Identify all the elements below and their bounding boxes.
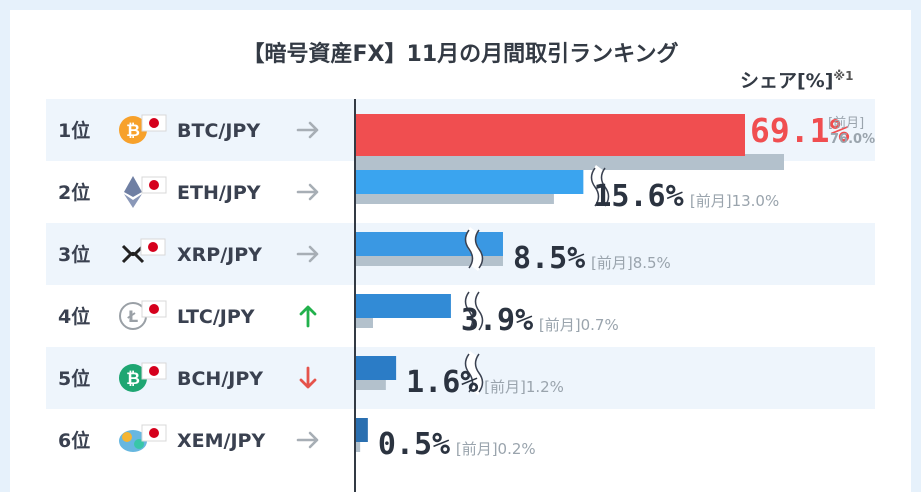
- eth-bottom: [124, 194, 142, 208]
- pair-label: BTC/JPY: [177, 120, 260, 142]
- previous-month-bar: [355, 192, 554, 204]
- flag-sun: [149, 304, 159, 314]
- arrow-shape: [296, 245, 319, 263]
- flag-sun: [148, 242, 158, 252]
- current-bar: [355, 114, 745, 156]
- value-label: 0.5%: [378, 427, 450, 462]
- jpy-flag-icon: [141, 300, 167, 318]
- previous-month-label: [前月]: [828, 115, 864, 131]
- rank-label: 2位: [58, 181, 90, 204]
- arrow-shape: [296, 431, 319, 449]
- current-bar: [355, 170, 584, 194]
- trend-flat-icon: [296, 245, 319, 263]
- pair-label: BCH/JPY: [177, 368, 263, 390]
- previous-month-label: [前月]0.2%: [456, 440, 536, 458]
- previous-month-label: [前月]13.0%: [690, 192, 779, 210]
- jpy-flag-icon: [141, 176, 167, 194]
- xrp-icon: [121, 244, 145, 264]
- axis-break-line: [474, 291, 484, 331]
- coin-circle: [119, 116, 147, 144]
- axis-break-line: [464, 353, 474, 393]
- axis-break-line: [474, 353, 484, 393]
- bitcoin-cash-icon: ₿: [119, 364, 147, 392]
- rank-label: 6位: [58, 429, 90, 452]
- trend-up-icon: [299, 305, 317, 328]
- previous-month-bar: [355, 316, 373, 328]
- arrow-shape: [296, 183, 319, 201]
- arrow-shape: [299, 305, 317, 328]
- jpy-flag-icon: [141, 362, 167, 380]
- current-bar: [355, 418, 368, 442]
- rank-label: 4位: [58, 305, 90, 328]
- axis-break-line: [600, 167, 610, 207]
- axis-break-gap: [465, 227, 483, 271]
- value-label: 1.6%: [406, 365, 478, 400]
- previous-month-label: [前月]0.7%: [539, 316, 619, 334]
- value-label: 3.9%: [461, 303, 533, 338]
- trend-flat-icon: [296, 121, 319, 139]
- pair-label: XRP/JPY: [177, 244, 262, 266]
- rank-label: 5位: [58, 367, 90, 390]
- pair-label: ETH/JPY: [177, 182, 261, 204]
- jpy-flag-icon: [141, 424, 167, 442]
- pair-label: XEM/JPY: [177, 430, 265, 452]
- trend-flat-icon: [296, 183, 319, 201]
- previous-month-label: [前月]8.5%: [591, 254, 671, 272]
- value-label: 15.6%: [593, 179, 683, 214]
- axis-break-line: [464, 291, 474, 331]
- trend-down-icon: [299, 366, 317, 389]
- rank-label: 1位: [58, 119, 90, 142]
- chart-title: 【暗号資産FX】11月の月間取引ランキング: [242, 42, 679, 67]
- previous-month-bar: [355, 440, 361, 452]
- axis-break-line: [590, 167, 600, 207]
- jpy-flag-icon: [140, 238, 166, 256]
- arrow-shape: [296, 121, 319, 139]
- nem-dot-a: [122, 432, 132, 442]
- axis-break-line: [474, 229, 484, 269]
- previous-month-value: 76.0%: [830, 132, 875, 147]
- previous-month-bar: [355, 154, 784, 170]
- coin-glyph: Ł: [127, 307, 138, 326]
- arrow-shape: [299, 366, 317, 389]
- eth-top: [124, 176, 142, 197]
- coin-circle: [119, 364, 147, 392]
- flag-sun: [149, 366, 159, 376]
- trend-flat-icon: [296, 431, 319, 449]
- bitcoin-icon: ₿: [119, 116, 147, 144]
- previous-month-bar: [355, 254, 503, 266]
- ethereum-icon: [124, 176, 142, 208]
- share-note: ※1: [833, 69, 854, 83]
- row-background: [46, 347, 875, 409]
- flag-sun: [149, 118, 159, 128]
- current-bar: [355, 356, 397, 380]
- previous-month-bar: [355, 378, 386, 390]
- axis-break-line: [464, 229, 474, 269]
- axis-break-gap: [465, 289, 483, 333]
- coin-glyph: ₿: [126, 369, 140, 389]
- coin-glyph: ₿: [126, 121, 140, 141]
- flag-sun: [149, 180, 159, 190]
- jpy-flag-icon: [141, 114, 167, 132]
- value-label: 8.5%: [513, 241, 585, 276]
- share-label-text: シェア[%]: [740, 70, 834, 92]
- pair-label: LTC/JPY: [177, 306, 255, 328]
- previous-month-label: [前月]1.2%: [484, 378, 564, 396]
- current-bar: [355, 294, 451, 318]
- value-label: 69.1%: [750, 111, 849, 150]
- rank-label: 3位: [58, 243, 90, 266]
- axis-break-gap: [591, 165, 609, 209]
- axis-break-gap: [465, 351, 483, 395]
- flag-sun: [149, 428, 159, 438]
- share-axis-label: シェア[%]※1: [740, 66, 853, 93]
- xrp-mark: [121, 244, 145, 264]
